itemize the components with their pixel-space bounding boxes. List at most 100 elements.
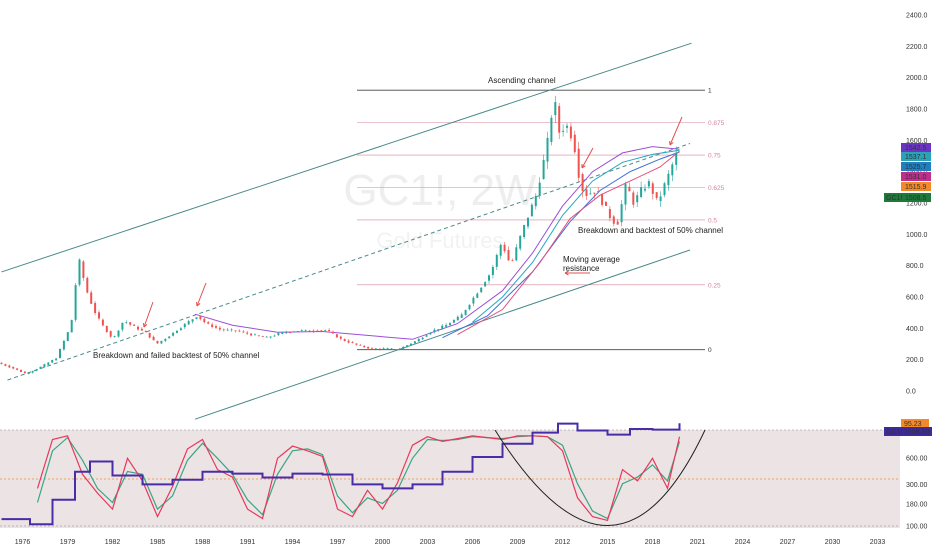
candle-body: [605, 201, 607, 206]
candle-body: [480, 287, 483, 293]
relative-strength-line: [1, 422, 681, 526]
oscillator-value-text: 95.23: [904, 421, 922, 428]
candle-body: [269, 336, 272, 338]
candle-body: [152, 336, 155, 341]
candle-body: [308, 330, 311, 332]
fib-level-label: 0.875: [708, 120, 725, 127]
candle-body: [499, 244, 502, 256]
candle-body: [378, 348, 381, 350]
candle-body: [351, 342, 354, 343]
price-axis-tick: 1200.0: [906, 201, 928, 208]
lower-current-value: 1508.50: [904, 429, 929, 436]
candle-body: [265, 336, 268, 338]
candle-body: [82, 261, 85, 278]
candle-body: [234, 330, 237, 332]
candle-body: [577, 148, 580, 178]
candle-body: [511, 260, 514, 261]
symbol-watermark: GC1!, 2W: [343, 166, 537, 215]
price-axis-tick: 2200.0: [906, 44, 928, 51]
price-candles: [0, 95, 678, 375]
candle-body: [371, 347, 373, 349]
price-axis-tick: 800.0: [906, 263, 924, 270]
candle-body: [530, 204, 533, 217]
candle-body: [441, 325, 444, 329]
candle-body: [304, 329, 307, 331]
candle-body: [285, 332, 288, 334]
candle-body: [659, 196, 662, 201]
time-axis-tick: 1988: [195, 539, 211, 546]
candle-body: [199, 316, 202, 320]
candle-body: [636, 195, 639, 203]
price-tag-value: 1537.1: [905, 154, 927, 161]
candle-body: [558, 106, 561, 133]
candle-body: [585, 189, 588, 197]
moving-average-line: [472, 149, 680, 323]
candle-body: [601, 194, 604, 205]
current-price-label-box: [884, 193, 901, 202]
candle-body: [230, 329, 233, 331]
candle-body: [624, 183, 627, 205]
candle-body: [218, 327, 221, 330]
fib-level-label: 0.25: [708, 282, 721, 289]
price-tag-value: 1525.7: [905, 164, 927, 171]
candle-body: [460, 314, 463, 318]
candle-body: [176, 330, 178, 333]
price-tag-box: [901, 162, 931, 171]
candle-body: [386, 348, 389, 350]
candle-body: [0, 362, 3, 365]
price-axis-tick: 1800.0: [906, 107, 928, 114]
time-axis-tick: 2033: [870, 539, 886, 546]
candle-body: [620, 204, 623, 223]
candle-body: [456, 316, 459, 321]
price-axis-tick: 2400.0: [906, 13, 928, 20]
candle-body: [12, 366, 15, 369]
price-tag-box: [901, 172, 931, 181]
price-tag-box: [901, 143, 931, 152]
candle-body: [335, 334, 338, 338]
fib-level-label: 0: [708, 347, 712, 354]
candle-body: [179, 328, 182, 331]
candle-body: [8, 365, 11, 368]
moving-average-line: [442, 151, 680, 339]
channel-lines: [1, 42, 692, 420]
candle-body: [273, 335, 276, 337]
candle-body: [293, 331, 295, 333]
time-axis-tick: 2000: [375, 539, 391, 546]
price-axis-tick: 600.0: [906, 295, 924, 302]
candle-body: [121, 322, 124, 330]
annotation-arrow: [669, 116, 683, 146]
symbol-watermark-subtitle: Gold Futures: [376, 228, 503, 253]
candle-body: [324, 329, 327, 331]
oscillator-signal-line: [36, 435, 681, 520]
candle-body: [449, 323, 451, 326]
candle-body: [144, 330, 147, 333]
price-axis-tick: 2000.0: [906, 75, 928, 82]
candle-body: [168, 336, 171, 339]
fib-level-label: 0.625: [708, 185, 725, 192]
candle-body: [90, 292, 93, 304]
arrow-head: [564, 270, 569, 276]
candle-body: [421, 337, 424, 340]
candle-body: [566, 125, 568, 128]
candle-body: [172, 332, 175, 336]
candle-body: [109, 331, 112, 337]
candle-body: [27, 373, 30, 374]
time-axis-tick: 1976: [15, 539, 31, 546]
candle-body: [616, 221, 619, 225]
price-axis-tick: 0.0: [906, 389, 916, 396]
breakdown-failed-label: Breakdown and failed backtest of 50% cha…: [93, 351, 260, 360]
candle-body: [515, 247, 518, 261]
candle-body: [667, 173, 670, 186]
candle-body: [542, 159, 545, 180]
time-axis-tick: 1979: [60, 539, 76, 546]
channel-line-upper: [1, 42, 692, 273]
fib-level-label: 1: [708, 88, 712, 95]
candle-body: [133, 324, 136, 326]
candle-body: [300, 330, 303, 331]
arrow-head: [195, 301, 201, 307]
candle-body: [464, 309, 467, 315]
candle-body: [20, 370, 22, 372]
candle-body: [663, 183, 666, 196]
lower-axis-tick: 300.00: [906, 482, 928, 489]
